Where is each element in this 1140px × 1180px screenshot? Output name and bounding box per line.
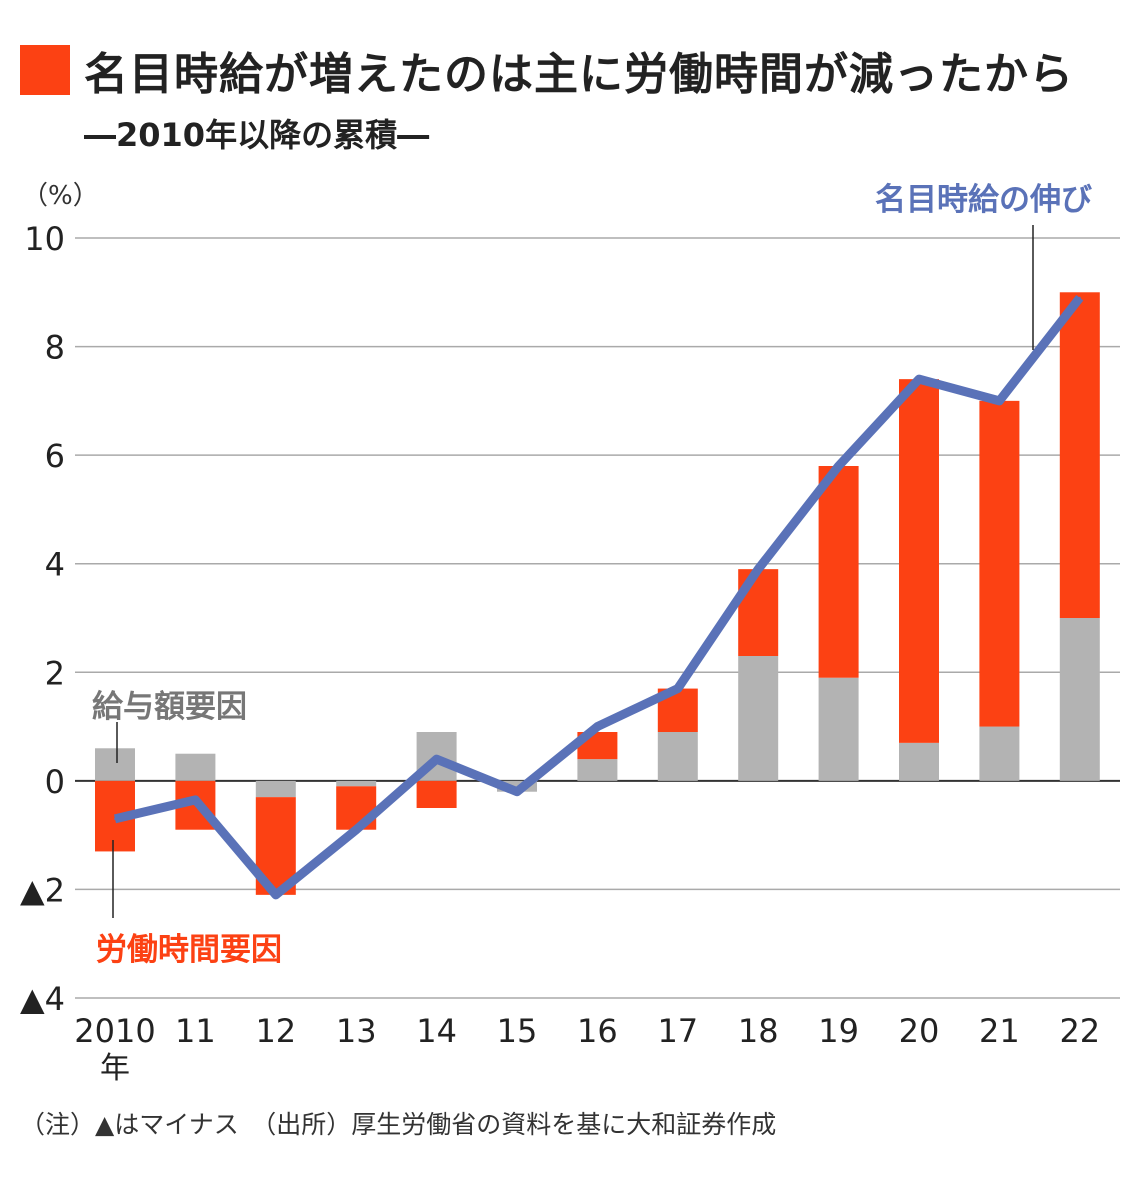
x-tick-label: 16 xyxy=(577,1012,618,1050)
line-point xyxy=(918,378,920,381)
bar-wage xyxy=(577,759,618,781)
line-point xyxy=(516,790,518,793)
y-tick-label: 8 xyxy=(45,329,65,367)
x-tick-label: 15 xyxy=(497,1012,538,1050)
bar-wage xyxy=(336,780,377,787)
chart-title: 名目時給が増えたのは主に労働時間が減ったから xyxy=(20,38,1074,102)
x-tick-label: 13 xyxy=(336,1012,377,1050)
bar-hours xyxy=(979,400,1020,727)
bar-hours xyxy=(1059,292,1100,618)
bar-wage xyxy=(899,742,939,781)
line-point xyxy=(114,817,116,820)
line-point xyxy=(676,687,679,690)
y-tick-label: ▲4 xyxy=(20,980,65,1018)
line-point xyxy=(435,758,438,761)
line-point xyxy=(194,798,197,801)
x-tick-suffix: 年 xyxy=(100,1051,130,1086)
x-tick-label: 20 xyxy=(899,1012,940,1050)
title-text: 名目時給が増えたのは主に労働時間が減ったから xyxy=(84,49,1074,100)
bar-wage xyxy=(818,677,859,781)
line-point xyxy=(355,828,358,831)
y-tick-label: 0 xyxy=(45,763,65,801)
bar-wage xyxy=(175,753,216,781)
y-axis-label: （%） xyxy=(22,181,99,211)
x-tick-label: 12 xyxy=(255,1012,296,1050)
line-point xyxy=(596,725,599,728)
bar-wage xyxy=(738,656,779,781)
x-tick-label: 2010 xyxy=(74,1012,155,1050)
bar-hours xyxy=(818,466,859,678)
bar-wage xyxy=(1059,618,1100,781)
bar-hours xyxy=(416,780,457,808)
y-tick-label: 10 xyxy=(24,220,65,258)
bar-wage xyxy=(657,732,698,781)
bar-wage xyxy=(95,748,135,781)
line-point xyxy=(1078,296,1081,299)
footnote: （注）▲はマイナス （出所）厚生労働省の資料を基に大和証券作成 xyxy=(20,1110,777,1139)
title-marker-icon xyxy=(20,45,70,95)
line-point xyxy=(757,568,760,571)
bar-wage xyxy=(979,726,1020,781)
y-tick-label: 4 xyxy=(45,546,65,584)
chart-subtitle: ―2010年以降の累積― xyxy=(84,116,430,154)
x-tick-label: 11 xyxy=(175,1012,216,1050)
line-point xyxy=(998,399,1001,402)
x-tick-label: 21 xyxy=(979,1012,1020,1050)
legend-line: 名目時給の伸び xyxy=(875,182,1092,218)
x-tick-label: 18 xyxy=(738,1012,779,1050)
y-tick-label: 6 xyxy=(45,437,65,475)
x-tick-label: 14 xyxy=(416,1012,457,1050)
y-tick-label: ▲2 xyxy=(20,871,65,909)
bar-wage xyxy=(255,780,296,798)
x-tick-label: 19 xyxy=(818,1012,859,1050)
y-tick-label: 2 xyxy=(45,654,65,692)
bar-hours xyxy=(899,379,939,743)
line-point xyxy=(274,893,277,896)
x-tick-label: 22 xyxy=(1059,1012,1100,1050)
line-point xyxy=(837,465,840,467)
legend-wage: 給与額要因 xyxy=(92,689,247,725)
x-tick-label: 17 xyxy=(657,1012,698,1050)
legend-hours: 労働時間要因 xyxy=(96,932,282,968)
